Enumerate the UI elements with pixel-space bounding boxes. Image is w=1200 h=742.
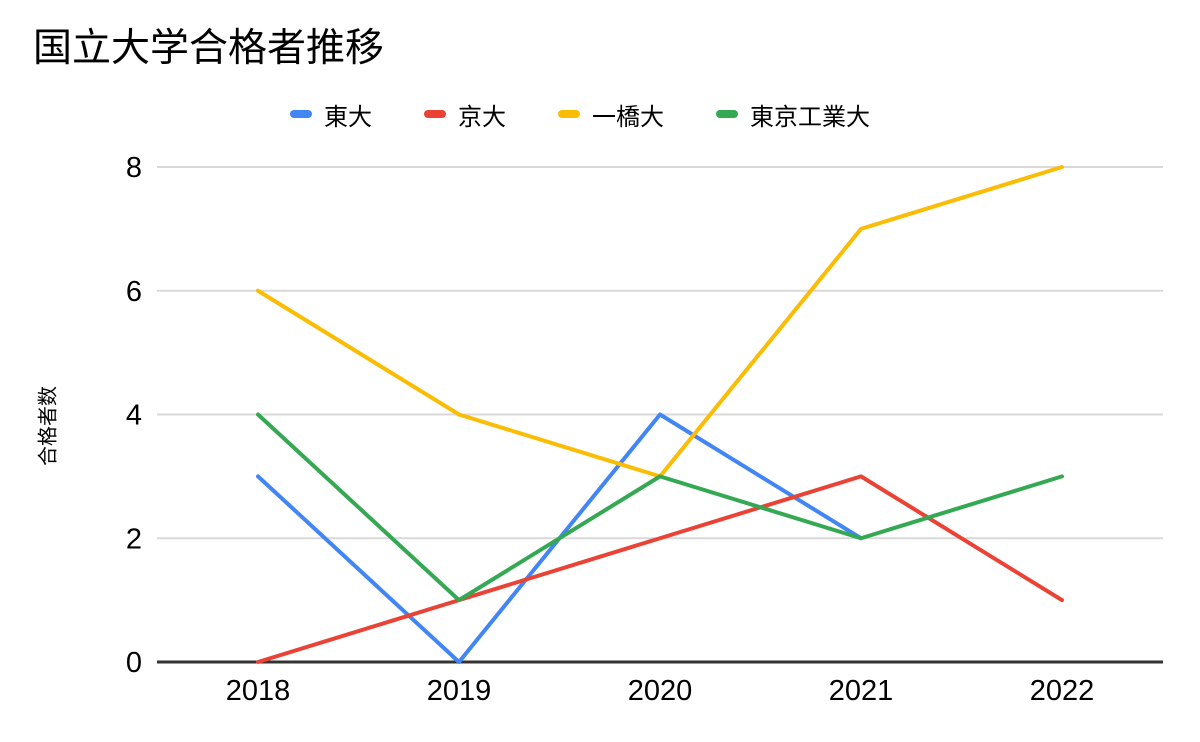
y-axis-tick-label: 4 <box>126 400 142 432</box>
legend-label: 京大 <box>458 103 506 131</box>
legend-swatch-icon <box>424 110 446 118</box>
legend-item-0: 東大 <box>290 97 372 132</box>
legend-label: 一橋大 <box>592 103 664 131</box>
legend-swatch-icon <box>290 110 312 118</box>
chart-title: 国立大学合格者推移 <box>33 27 385 70</box>
x-axis-tick-label: 2021 <box>829 675 894 707</box>
series-line-2 <box>256 165 1064 479</box>
x-axis-tick-label: 2019 <box>427 675 492 707</box>
x-axis-tick-label: 2022 <box>1030 675 1095 707</box>
y-axis-tick-label: 6 <box>126 276 142 308</box>
legend-item-3: 東京工業大 <box>716 97 870 132</box>
y-axis-tick-label: 0 <box>126 647 142 679</box>
legend-item-2: 一橋大 <box>558 97 664 132</box>
legend-swatch-icon <box>558 110 580 118</box>
series-line-3 <box>256 412 1064 603</box>
legend-label: 東京工業大 <box>750 103 870 131</box>
x-axis-tick-label: 2018 <box>226 675 291 707</box>
legend-swatch-icon <box>716 110 738 118</box>
legend-label: 東大 <box>324 103 372 131</box>
y-axis-tick-label: 2 <box>126 523 142 555</box>
legend-item-1: 京大 <box>424 97 506 132</box>
legend: 東大 京大 一橋大 東京工業大 <box>0 97 1160 132</box>
x-axis-tick-label: 2020 <box>628 675 693 707</box>
y-axis-tick-label: 8 <box>126 152 142 184</box>
series-line-1 <box>256 474 1064 664</box>
